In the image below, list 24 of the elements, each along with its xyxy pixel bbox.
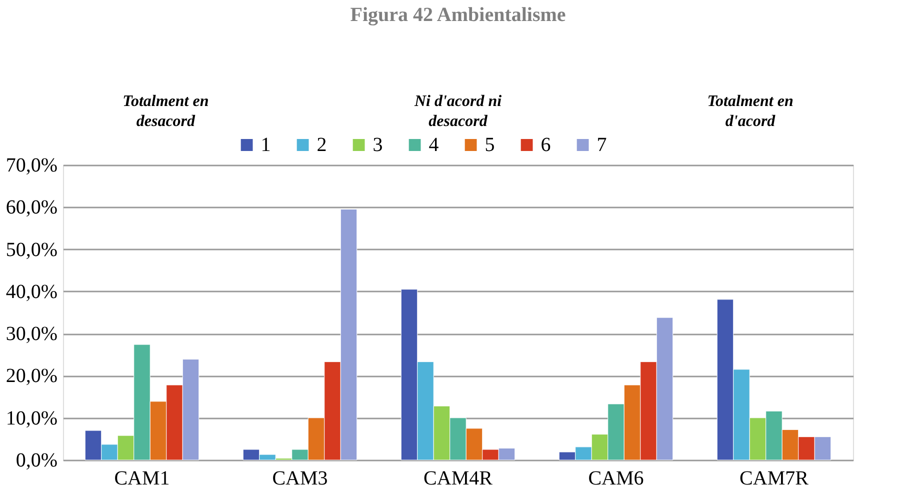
x-tick-label: CAM4R bbox=[424, 468, 494, 486]
text: Totalment en desacord bbox=[122, 93, 209, 130]
chart-title: Figura 42 Ambientalisme bbox=[350, 4, 566, 26]
legend-label: 5 bbox=[484, 134, 495, 156]
text: Totalment en d'acord bbox=[707, 93, 794, 130]
legend-label: 7 bbox=[596, 134, 607, 156]
legend-label: 1 bbox=[260, 134, 271, 156]
x-tick-label: CAM1 bbox=[114, 468, 170, 486]
y-tick-label: 10,0% bbox=[6, 407, 58, 430]
y-tick-label: 20,0% bbox=[6, 365, 58, 388]
y-tick-label: 50,0% bbox=[6, 238, 58, 261]
y-tick-label: 60,0% bbox=[6, 196, 58, 219]
x-tick-label: CAM3 bbox=[272, 468, 328, 486]
legend-label: 3 bbox=[372, 134, 383, 156]
y-tick-label: 0,0% bbox=[16, 450, 58, 472]
y-tick-label: 70,0% bbox=[6, 154, 58, 176]
legend-label: 4 bbox=[428, 134, 439, 156]
y-tick-label: 40,0% bbox=[6, 280, 58, 303]
y-tick-label: 30,0% bbox=[6, 323, 58, 346]
legend-label: 6 bbox=[540, 134, 551, 156]
x-tick-label: CAM6 bbox=[588, 468, 644, 486]
legend-label: 2 bbox=[316, 134, 327, 156]
text: Ni d'acord ni desacord bbox=[413, 93, 502, 130]
x-tick-label: CAM7R bbox=[740, 468, 810, 486]
